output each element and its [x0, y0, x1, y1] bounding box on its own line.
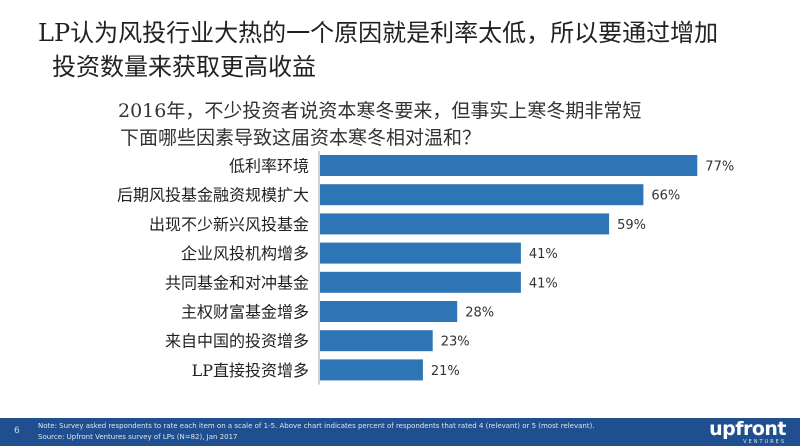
bar-2: [320, 213, 610, 235]
category-label-6: 来自中国的投资增多: [165, 332, 309, 351]
value-label-3: 41%: [529, 247, 558, 262]
logo-subtitle: VENTURES: [743, 439, 786, 445]
bar-5: [320, 301, 458, 322]
headline-line-1: LP认为风投行业大热的一个原因就是利率太低，所以要通过增加: [38, 19, 719, 47]
question-line-2: 下面哪些因素导致这届资本寒冬相对温和？: [120, 127, 482, 149]
category-label-5: 主权财富基金增多: [181, 303, 309, 322]
value-label-0: 77%: [705, 160, 734, 175]
footer-bar: 6 Note: Survey asked respondents to rate…: [0, 418, 800, 446]
bar-6: [320, 330, 433, 352]
bar-1: [320, 184, 644, 206]
bar-3: [320, 242, 521, 264]
category-label-4: 共同基金和对冲基金: [165, 273, 309, 292]
category-label-7: LP直接投资增多: [192, 361, 309, 380]
bar-4: [320, 271, 521, 293]
question-line-1: 2016年，不少投资者说资本寒冬要来，但事实上寒冬期非常短: [118, 100, 642, 122]
category-label-2: 出现不少新兴风投基金: [149, 215, 309, 234]
upfront-logo: upfront VENTURES: [709, 419, 786, 445]
logo-wordmark: upfront: [709, 418, 786, 440]
footer-note-line-1: Note: Survey asked respondents to rate e…: [38, 422, 595, 430]
headline-line-2: 投资数量来获取更高收益: [52, 53, 316, 81]
category-label-0: 低利率环境: [229, 157, 309, 176]
footer-note: Note: Survey asked respondents to rate e…: [38, 421, 678, 443]
value-label-5: 28%: [465, 306, 494, 321]
bar-chart: 低利率环境 77% 后期风投基金融资规模扩大 66% 出现不少新兴风投基金 59% 企业风投…: [117, 151, 734, 385]
value-label-1: 66%: [651, 189, 680, 204]
value-label-7: 21%: [431, 364, 460, 379]
bar-7: [320, 359, 423, 381]
page-number: 6: [14, 426, 20, 436]
survey-question: 2016年，不少投资者说资本寒冬要来，但事实上寒冬期非常短 下面哪些因素导致这届…: [118, 98, 778, 152]
category-label-3: 企业风投机构增多: [181, 244, 309, 263]
category-label-1: 后期风投基金融资规模扩大: [117, 186, 309, 205]
value-label-4: 41%: [529, 276, 558, 291]
value-label-6: 23%: [441, 335, 470, 350]
footer-source-line: Source: Upfront Ventures survey of LPs (…: [38, 433, 238, 441]
slide-headline: LP认为风投行业大热的一个原因就是利率太低，所以要通过增加 投资数量来获取更高收…: [38, 16, 778, 84]
value-label-2: 59%: [617, 218, 646, 233]
bar-0: [320, 155, 698, 176]
